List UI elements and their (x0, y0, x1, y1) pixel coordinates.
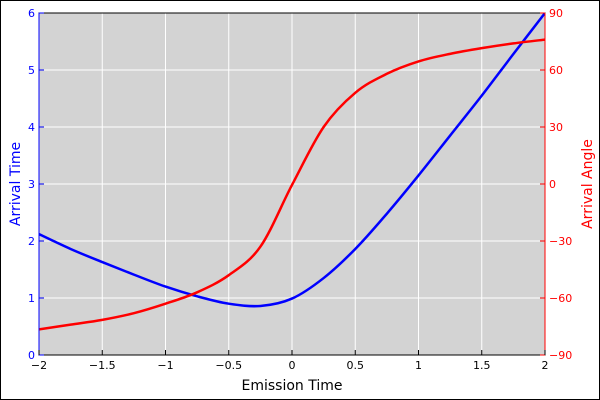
right-tick-label: −30 (549, 235, 572, 248)
bottom-tick-label: 1 (415, 359, 422, 372)
right-tick-label: 90 (549, 7, 563, 20)
bottom-axis: −2 −1.5 −1 −0.5 0 0.5 1 1.5 2 (31, 350, 549, 372)
left-y-axis-title: Arrival Time (8, 142, 24, 226)
bottom-tick-label: −0.5 (215, 359, 242, 372)
right-tick-label: 60 (549, 64, 563, 77)
bottom-tick-label: −1 (157, 359, 173, 372)
left-tick-label: 1 (28, 292, 35, 305)
bottom-tick-label: 2 (542, 359, 549, 372)
right-tick-label: 30 (549, 121, 563, 134)
left-tick-label: 6 (28, 7, 35, 20)
right-y-axis-title: Arrival Angle (580, 139, 596, 229)
left-axis: 0 1 2 3 4 5 6 (28, 7, 44, 362)
left-tick-label: 3 (28, 178, 35, 191)
arrival-time-line (39, 13, 545, 308)
arrival-angle-line (39, 38, 545, 331)
bottom-tick-label: 0 (289, 359, 296, 372)
right-axis: −90 −60 −30 0 30 60 90 (540, 7, 572, 362)
bottom-tick-label: −1.5 (89, 359, 116, 372)
left-tick-label: 4 (28, 121, 35, 134)
right-tick-label: −90 (549, 349, 572, 362)
left-tick-label: 5 (28, 64, 35, 77)
left-tick-label: 0 (28, 349, 35, 362)
right-tick-label: 0 (549, 178, 556, 191)
x-axis-title: Emission Time (241, 378, 342, 394)
bottom-tick-label: −2 (31, 359, 47, 372)
series-group (39, 13, 545, 331)
right-tick-label: −60 (549, 292, 572, 305)
bottom-tick-label: 1.5 (473, 359, 491, 372)
left-tick-label: 2 (28, 235, 35, 248)
bottom-tick-label: 0.5 (347, 359, 365, 372)
